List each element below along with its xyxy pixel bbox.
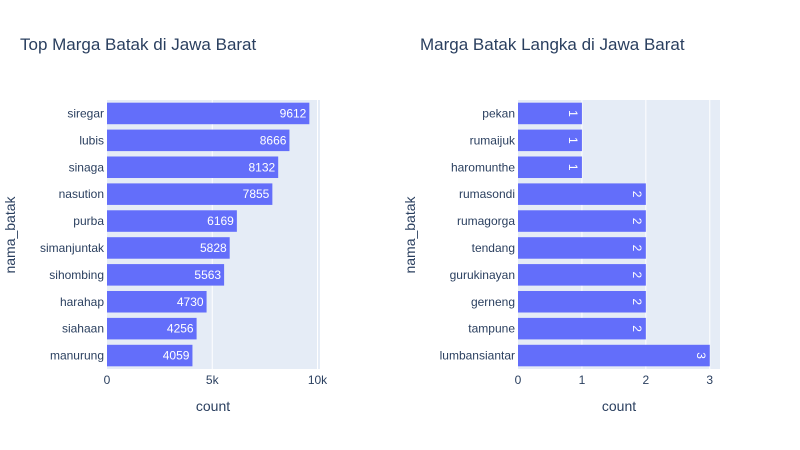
- x-tick-label: 0: [515, 373, 522, 387]
- x-tick-label: 5k: [206, 373, 220, 387]
- bar-value-label: 2: [630, 325, 644, 332]
- y-tick-label: lumbansiantar: [440, 349, 515, 363]
- y-tick-label: pekan: [482, 106, 515, 120]
- bar-value-label: 4730: [177, 295, 204, 309]
- bar-value-label: 8666: [260, 133, 287, 147]
- y-tick-label: sinaga: [69, 160, 105, 174]
- y-tick-label: rumaijuk: [470, 133, 516, 147]
- bar-value-label: 2: [630, 298, 644, 305]
- bar: [518, 317, 646, 340]
- bar: [518, 290, 646, 313]
- bar: [518, 264, 646, 286]
- bar: [107, 210, 237, 232]
- bars: 9612 8666 8132 7855 6169 5828 5563 4730 4256 4059: [107, 102, 310, 367]
- bar-value-label: 5563: [194, 268, 221, 282]
- bar: [107, 264, 225, 286]
- bar: [518, 183, 646, 205]
- chart-title: Marga Batak Langka di Jawa Barat: [420, 35, 685, 54]
- top-marga-chart: Top Marga Batak di Jawa Barat 9612 8666 81…: [2, 35, 328, 414]
- bar: [107, 237, 230, 259]
- bar-value-label: 1: [566, 110, 580, 117]
- bar: [107, 129, 290, 152]
- y-tick-labels: siregar lubis sinaga nasution purba simanjunt…: [40, 106, 105, 362]
- x-axis-title: count: [602, 398, 636, 414]
- y-tick-label: siahaan: [62, 322, 104, 336]
- x-tick-label: 3: [706, 373, 713, 387]
- y-tick-label: gurukinayan: [450, 268, 515, 282]
- y-tick-label: purba: [73, 214, 104, 228]
- bar: [107, 102, 310, 125]
- y-tick-label: simanjuntak: [40, 241, 105, 255]
- bar: [518, 102, 582, 125]
- bar-value-label: 2: [630, 245, 644, 252]
- bars: 1 1 1 2 2 2 2 2 2 3: [518, 102, 710, 367]
- x-tick-labels: 0 5k 10k: [104, 373, 329, 387]
- bar: [107, 317, 197, 340]
- y-tick-labels: pekan rumaijuk haromunthe rumasondi rumagorg…: [440, 106, 516, 362]
- y-tick-label: nasution: [59, 187, 104, 201]
- bar-value-label: 4059: [163, 349, 190, 363]
- bar-value-label: 9612: [280, 106, 307, 120]
- bar-value-label: 2: [630, 272, 644, 279]
- bar: [107, 344, 193, 367]
- bar: [518, 237, 646, 259]
- x-tick-label: 10k: [308, 373, 328, 387]
- x-tick-label: 1: [579, 373, 586, 387]
- bar: [107, 183, 273, 205]
- y-tick-label: gerneng: [471, 295, 515, 309]
- y-tick-label: sihombing: [49, 268, 104, 282]
- x-tick-label: 2: [643, 373, 650, 387]
- chart-title: Top Marga Batak di Jawa Barat: [20, 35, 257, 54]
- y-axis-title: nama_batak: [402, 195, 418, 273]
- bar-value-label: 7855: [243, 187, 270, 201]
- rare-marga-chart: Marga Batak Langka di Jawa Barat 1 1 1 2 2 2 2…: [402, 35, 720, 414]
- bar: [518, 156, 582, 179]
- bar-value-label: 8132: [248, 160, 275, 174]
- y-tick-label: rumasondi: [459, 187, 515, 201]
- bar-value-label: 2: [630, 218, 644, 225]
- x-tick-labels: 0 1 2 3: [515, 373, 714, 387]
- bar-value-label: 1: [566, 164, 580, 171]
- y-tick-label: rumagorga: [457, 214, 515, 228]
- y-tick-label: haromunthe: [451, 160, 515, 174]
- bar-value-label: 4256: [167, 322, 194, 336]
- bar-value-label: 2: [630, 191, 644, 198]
- bar-value-label: 3: [694, 352, 708, 359]
- y-tick-label: tendang: [472, 241, 515, 255]
- bar: [518, 210, 646, 232]
- x-axis-title: count: [196, 398, 230, 414]
- bar: [518, 129, 582, 152]
- bar: [107, 290, 207, 313]
- y-tick-label: tampune: [468, 322, 515, 336]
- y-tick-label: lubis: [79, 133, 104, 147]
- bar-value-label: 1: [566, 137, 580, 144]
- bar: [107, 156, 279, 179]
- bar-value-label: 5828: [200, 241, 227, 255]
- bar: [518, 344, 710, 367]
- y-axis-title: nama_batak: [2, 195, 18, 273]
- y-tick-label: manurung: [50, 349, 104, 363]
- x-tick-label: 0: [104, 373, 111, 387]
- y-tick-label: harahap: [60, 295, 104, 309]
- y-tick-label: siregar: [67, 106, 104, 120]
- bar-value-label: 6169: [207, 214, 234, 228]
